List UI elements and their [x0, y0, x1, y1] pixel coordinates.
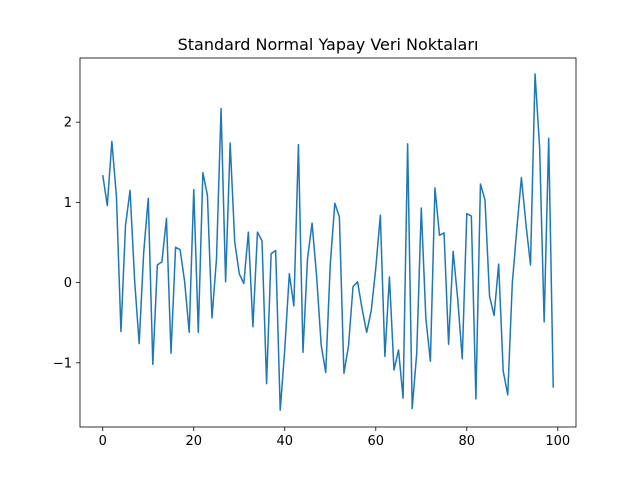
chart-title: Standard Normal Yapay Veri Noktaları [178, 35, 479, 54]
x-tick-label: 40 [276, 434, 293, 449]
axes-frame [79, 57, 577, 428]
plot-area [102, 73, 554, 411]
x-tick-label: 20 [185, 434, 202, 449]
y-tick-label: 1 [64, 196, 72, 211]
y-tick-label: 0 [64, 276, 72, 291]
y-tick-label: 2 [64, 116, 72, 131]
x-tick-label: 80 [459, 434, 476, 449]
x-tick-label: 0 [99, 434, 107, 449]
axes: 0 20 40 60 80 100 −1 0 1 2 [53, 57, 577, 449]
y-tick-label: −1 [53, 356, 72, 371]
x-tick-label: 100 [545, 434, 570, 449]
x-tick-label: 60 [368, 434, 385, 449]
series-line [102, 73, 554, 411]
